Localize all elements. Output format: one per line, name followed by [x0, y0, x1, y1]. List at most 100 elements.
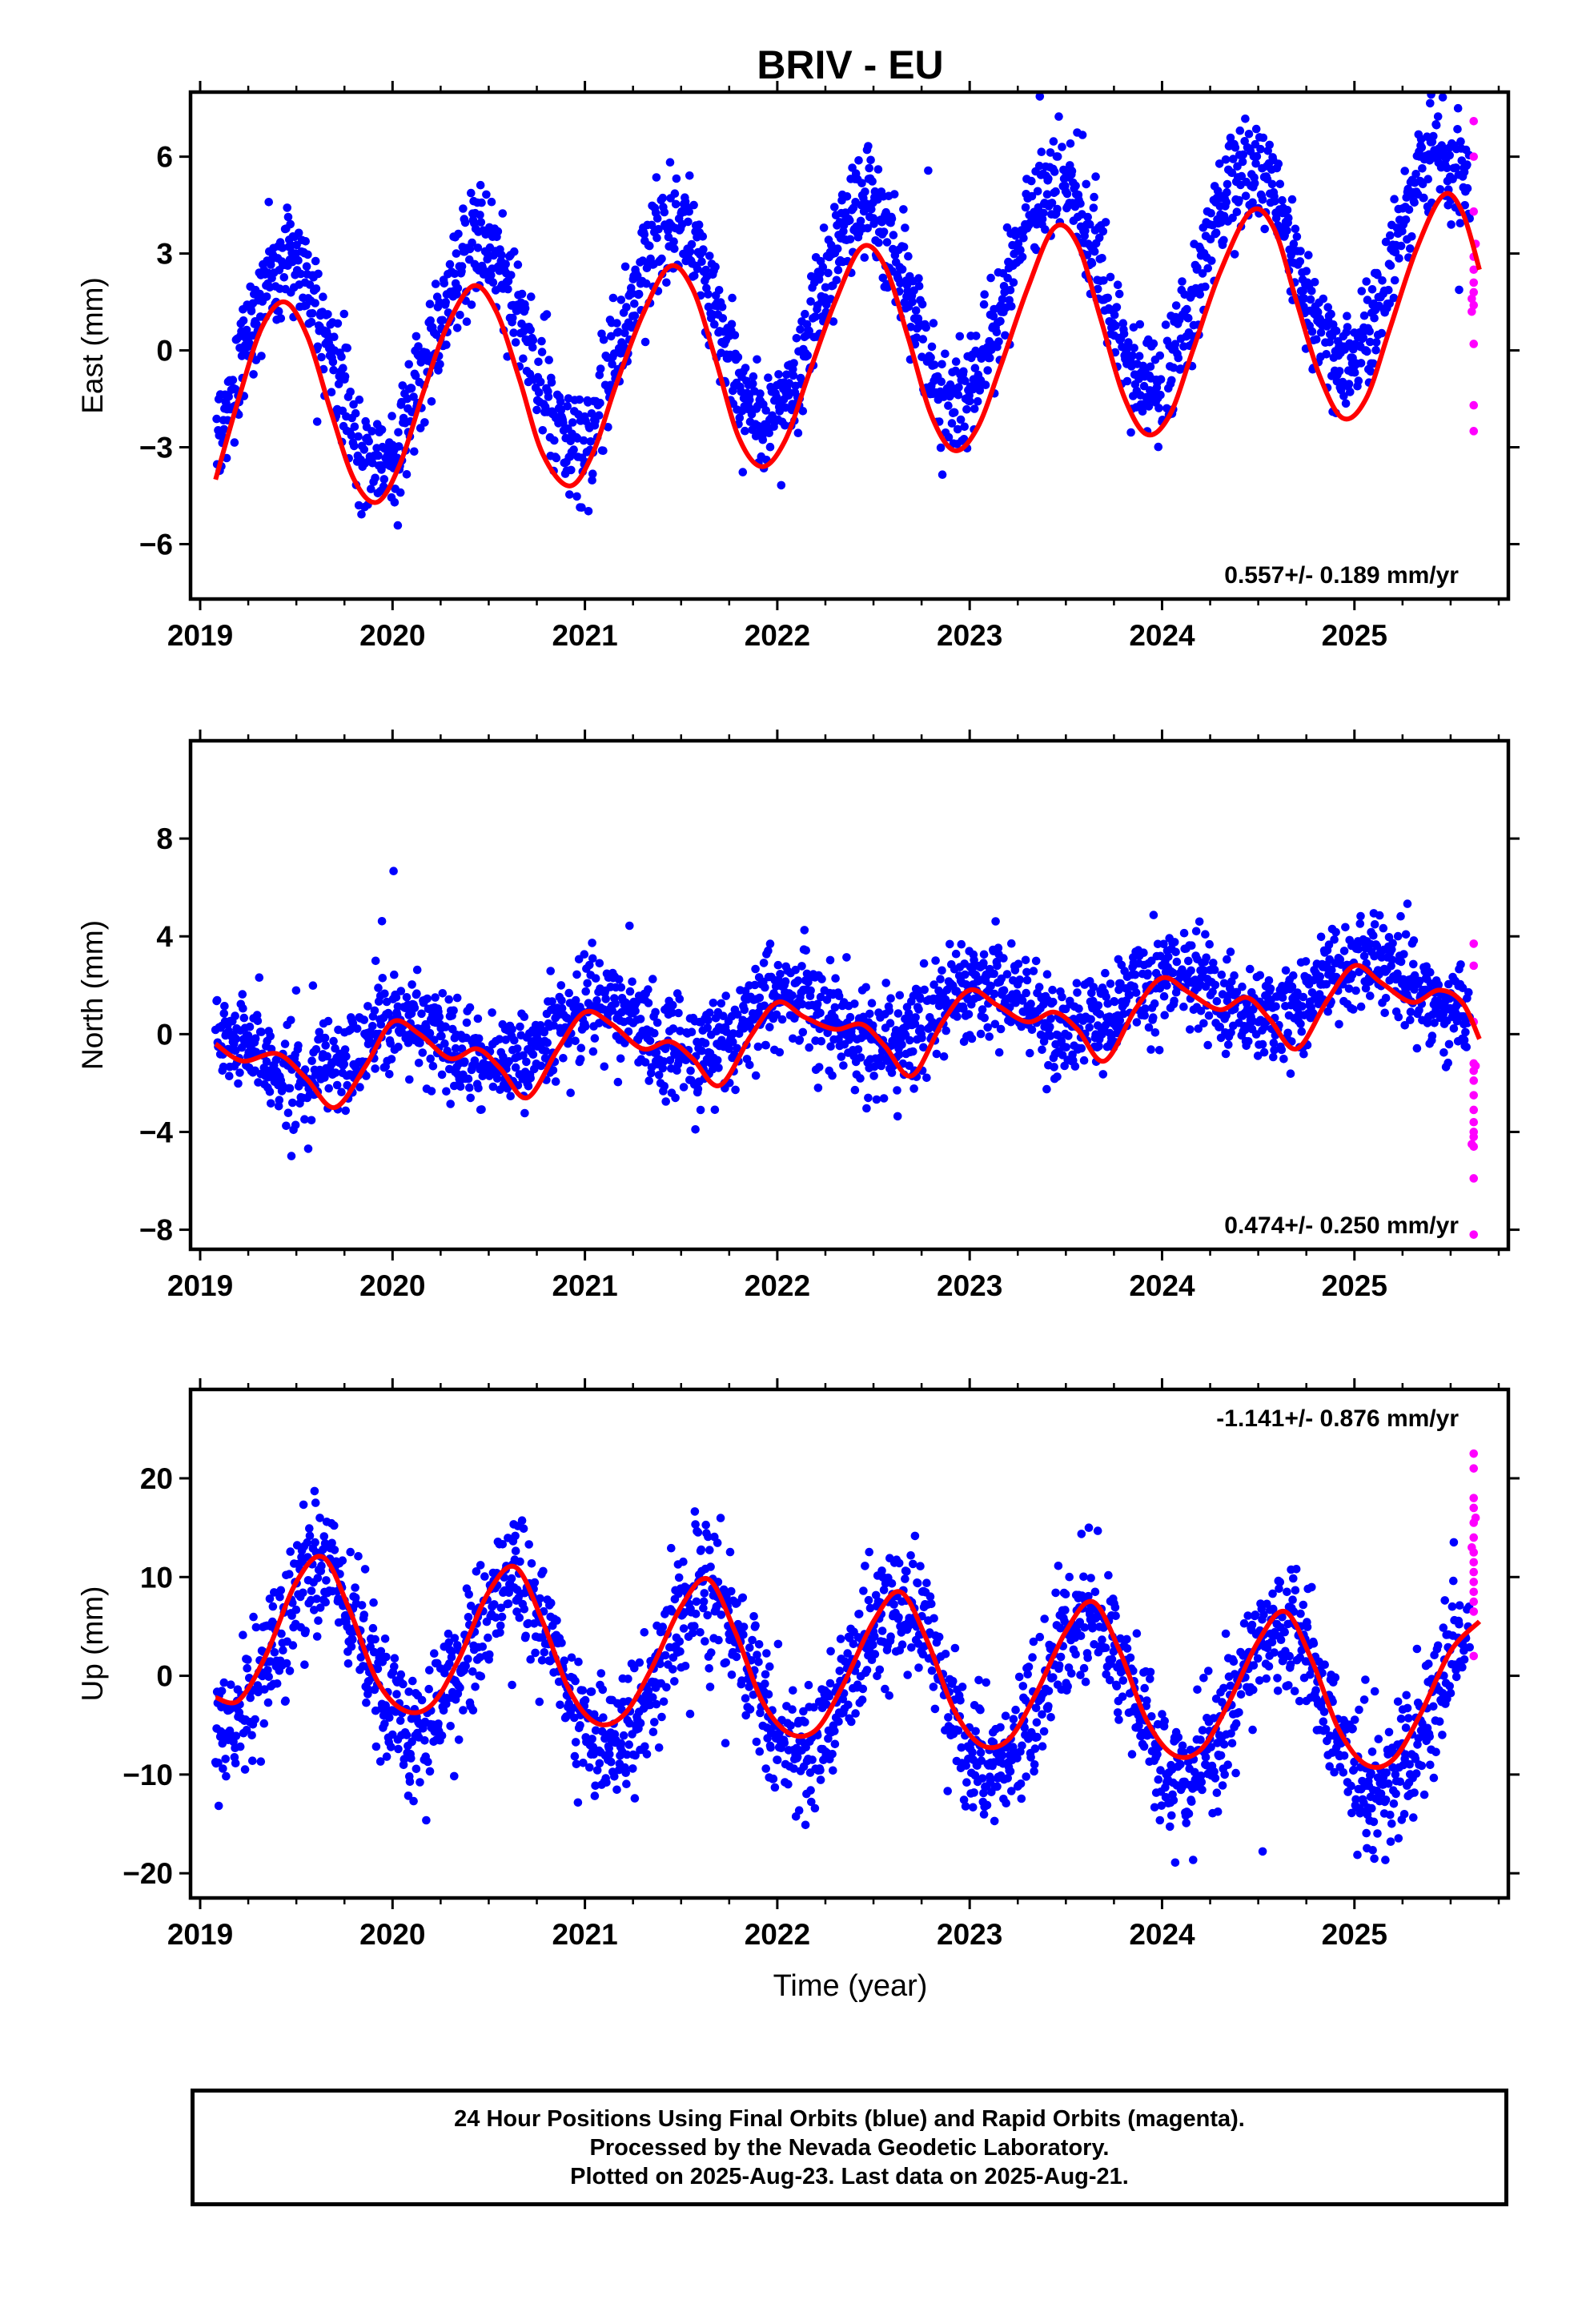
final-point — [1182, 304, 1191, 314]
final-point — [1154, 442, 1163, 452]
final-point — [420, 418, 429, 427]
final-point — [354, 1552, 363, 1561]
final-point — [801, 946, 810, 955]
final-point — [1102, 992, 1110, 1002]
final-point — [671, 199, 681, 209]
final-point — [294, 1041, 303, 1050]
final-point — [251, 1034, 260, 1043]
final-point — [954, 383, 963, 392]
final-point — [1283, 206, 1292, 215]
final-point — [1223, 955, 1231, 964]
final-point — [557, 1638, 566, 1647]
model-curve — [213, 191, 1482, 505]
final-point — [1031, 956, 1041, 966]
final-point — [338, 1556, 347, 1565]
final-point — [1184, 314, 1193, 323]
final-point — [588, 469, 597, 478]
final-point — [1386, 231, 1395, 240]
final-point — [412, 965, 422, 975]
final-point — [652, 173, 661, 182]
final-point — [343, 1659, 353, 1668]
final-point — [1343, 323, 1352, 332]
final-point — [1444, 1039, 1454, 1049]
final-point — [488, 278, 498, 287]
final-point — [1034, 161, 1044, 171]
final-point — [314, 269, 323, 279]
final-point — [536, 1594, 544, 1603]
final-point — [263, 1698, 273, 1707]
final-point — [860, 253, 869, 262]
final-point — [733, 352, 743, 362]
final-point — [279, 273, 289, 282]
final-point — [324, 1084, 334, 1093]
final-point — [387, 1743, 396, 1751]
final-point — [1053, 204, 1062, 214]
final-point — [644, 985, 652, 994]
final-point — [953, 1012, 962, 1021]
final-point — [864, 1093, 873, 1103]
final-point — [1213, 187, 1223, 195]
final-point — [591, 974, 600, 983]
final-point — [351, 1583, 359, 1592]
final-point — [477, 198, 486, 207]
final-point — [997, 974, 1006, 983]
chart-title: BRIV - EU — [757, 42, 943, 87]
final-point — [1283, 1028, 1292, 1038]
final-point — [407, 1754, 416, 1763]
rapid-point — [1469, 1105, 1479, 1115]
final-point — [532, 405, 541, 415]
final-point — [1128, 351, 1137, 360]
final-point — [1366, 337, 1375, 347]
final-point — [328, 357, 338, 367]
final-point — [528, 1050, 538, 1059]
final-point — [1222, 1011, 1231, 1020]
final-point — [694, 220, 704, 230]
final-point — [614, 975, 624, 984]
final-point — [488, 1008, 496, 1017]
final-point — [960, 422, 969, 432]
final-point — [874, 238, 883, 247]
final-point — [798, 1027, 808, 1037]
final-point — [378, 974, 387, 983]
final-point — [631, 1007, 640, 1015]
final-point — [920, 985, 929, 995]
x-tick-label: 2025 — [1322, 1269, 1387, 1302]
x-tick-label: 2024 — [1129, 1269, 1195, 1302]
final-point — [511, 1063, 520, 1072]
final-point — [1448, 175, 1457, 183]
final-point — [1231, 143, 1240, 152]
final-point — [1289, 239, 1299, 248]
final-point — [1394, 1012, 1403, 1022]
final-point — [793, 428, 803, 437]
final-point — [359, 1015, 369, 1024]
final-point — [1274, 159, 1283, 168]
final-point — [576, 1055, 585, 1063]
final-point — [286, 219, 295, 229]
final-point — [1398, 227, 1407, 236]
rapid-point — [1469, 116, 1479, 126]
final-point — [519, 1051, 528, 1060]
final-point — [402, 1731, 412, 1739]
final-point — [311, 1045, 321, 1054]
final-point — [761, 983, 769, 992]
final-point — [1064, 1031, 1073, 1040]
final-point — [356, 1653, 366, 1662]
final-point — [537, 1656, 547, 1665]
final-point — [511, 338, 520, 347]
final-point — [946, 939, 954, 949]
final-point — [467, 300, 476, 309]
final-point — [491, 1613, 500, 1622]
final-point — [414, 1059, 424, 1068]
final-point — [1101, 218, 1110, 227]
final-point — [1404, 205, 1414, 215]
final-point — [950, 408, 959, 417]
final-point — [1389, 293, 1399, 303]
final-point — [1079, 1055, 1089, 1065]
final-point — [869, 219, 878, 228]
final-point — [311, 299, 319, 308]
final-point — [904, 251, 913, 261]
final-point — [1438, 93, 1447, 102]
final-point — [861, 187, 869, 196]
final-point — [1306, 295, 1315, 304]
final-point — [376, 1019, 386, 1029]
